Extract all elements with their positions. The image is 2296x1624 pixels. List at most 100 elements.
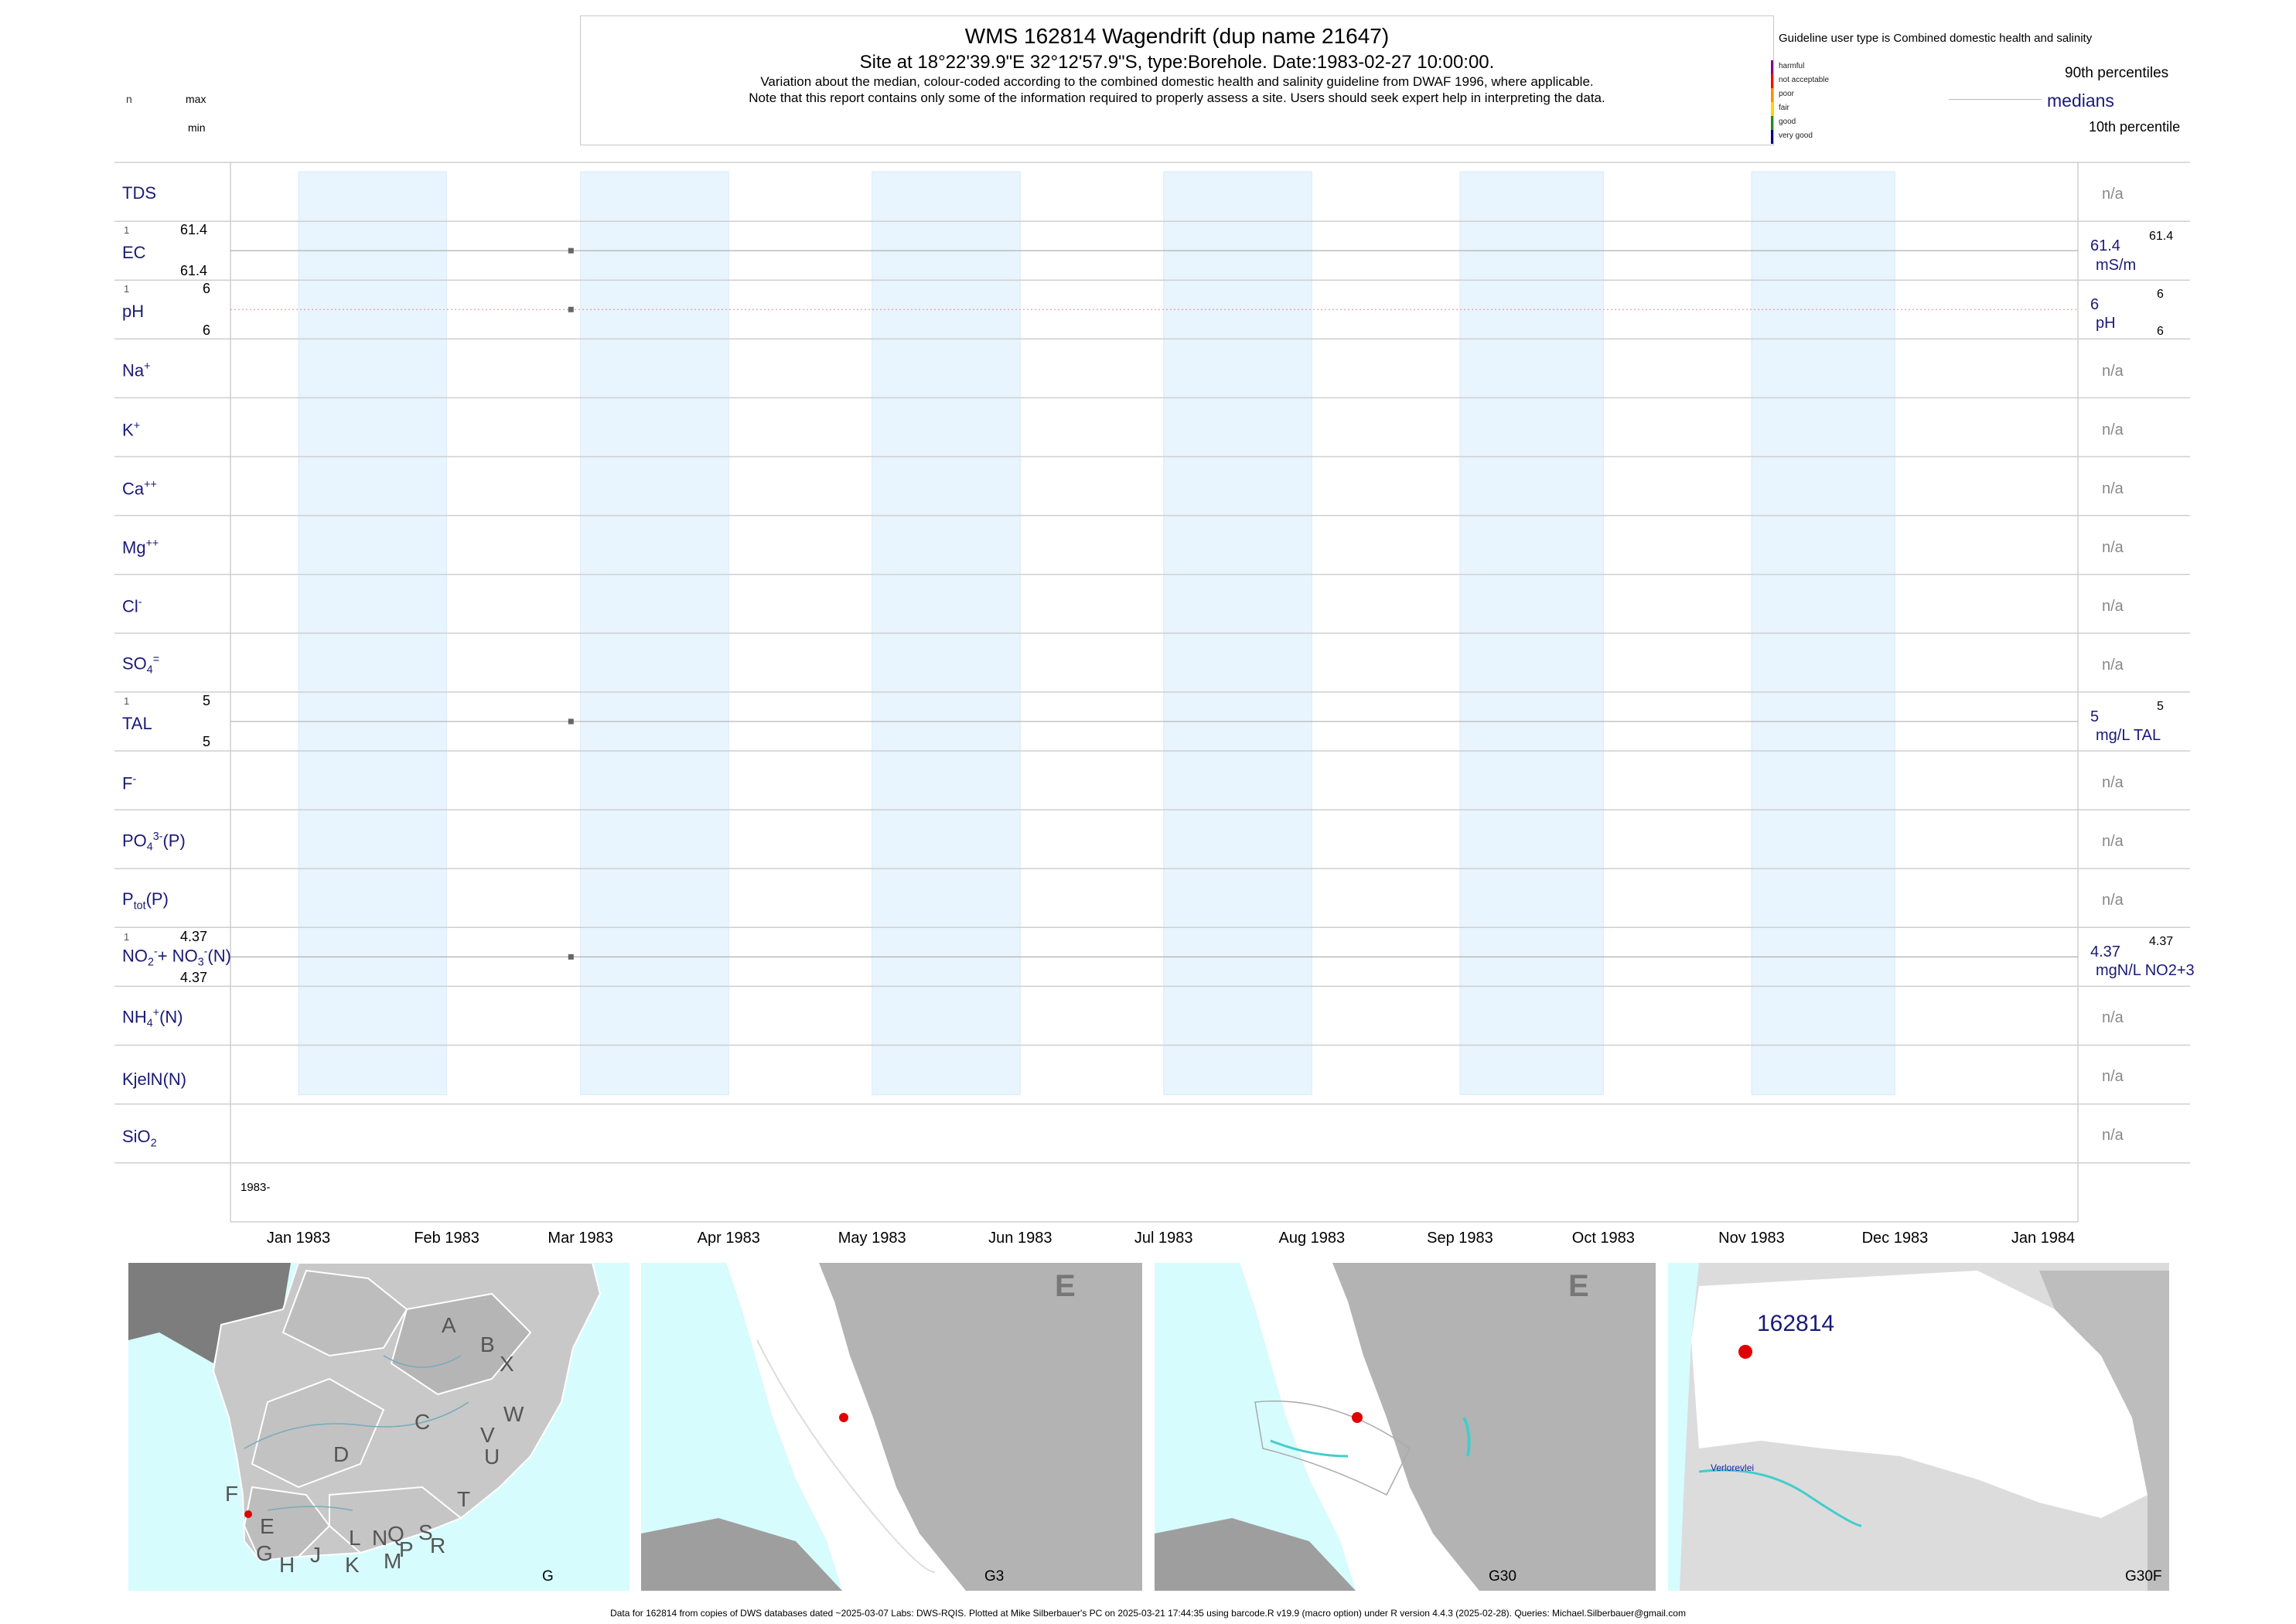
- label-f-text: F: [122, 773, 133, 793]
- ph-max: 6: [203, 281, 211, 296]
- map1-code: G: [542, 1568, 554, 1585]
- legend-color-bar: [1771, 102, 1773, 116]
- no23-unit: mgN/L NO2+3: [2096, 962, 2195, 979]
- month-tick-label: Apr 1983: [697, 1230, 760, 1247]
- label-tds: TDS: [122, 183, 156, 203]
- label-so4-text: SO: [122, 653, 147, 674]
- label-no23: NO2-+ NO3-(N): [122, 946, 231, 969]
- month-tick-label: Feb 1983: [414, 1230, 479, 1247]
- no23-min: 4.37: [180, 970, 208, 985]
- label-nh4-text: NH: [122, 1007, 147, 1027]
- region-letter: N: [372, 1526, 388, 1550]
- label-so4: SO4=: [122, 653, 160, 677]
- tal-median: 5: [2090, 708, 2100, 725]
- region-letter: Q: [387, 1522, 404, 1546]
- footer-text: Data for 162814 from copies of DWS datab…: [610, 1608, 1686, 1619]
- legend-class-label: poor: [1779, 90, 1795, 98]
- legend-color-bar: [1771, 116, 1773, 130]
- na-ca: n/a: [2102, 480, 2124, 497]
- month-tick-label: Jul 1983: [1134, 1230, 1193, 1247]
- legend-color-bar: [1771, 74, 1773, 88]
- map-catchment-g30-svg: [1155, 1263, 1479, 1591]
- label-cl-text: Cl: [122, 596, 138, 616]
- month-tick-label: Jun 1983: [988, 1230, 1052, 1247]
- label-po4: PO43-(P): [122, 831, 186, 854]
- ec-p90: 61.4: [2149, 230, 2174, 243]
- label-na: Na+: [122, 360, 151, 380]
- region-letter: F: [225, 1482, 239, 1506]
- region-letter: K: [345, 1553, 360, 1577]
- key-min: min: [188, 121, 206, 134]
- na-mg: n/a: [2102, 539, 2124, 556]
- tal-max: 5: [203, 693, 211, 708]
- legend-class-label: harmful: [1779, 62, 1805, 70]
- map-quaternary-g30f: 162814 Verlorevlei G30F: [1668, 1263, 2169, 1591]
- region-letter: P: [399, 1537, 414, 1561]
- map3-region-letter: E: [1568, 1269, 1589, 1303]
- label-f: F-: [122, 773, 137, 793]
- header-box: WMS 162814 Wagendrift (dup name 21647) S…: [580, 15, 1774, 145]
- region-letter: V: [480, 1423, 495, 1447]
- x-start-label: 1983-: [241, 1181, 271, 1194]
- tal-n: 1: [124, 695, 130, 707]
- label-mg: Mg++: [122, 537, 159, 558]
- map2-code: G3: [984, 1568, 1005, 1585]
- map-southern-africa-svg: [128, 1263, 602, 1562]
- legend-class-label: very good: [1779, 131, 1813, 140]
- legend-class-label: fair: [1779, 104, 1789, 112]
- sample-point-ph: [568, 306, 574, 312]
- ph-p10: 6: [2157, 325, 2164, 338]
- label-ec: EC: [122, 243, 146, 262]
- region-letter: C: [415, 1410, 431, 1434]
- region-letter: U: [484, 1445, 500, 1469]
- no23-max: 4.37: [180, 929, 208, 944]
- key-max: max: [186, 93, 206, 105]
- p10-label: 10th percentile: [2089, 119, 2181, 135]
- note-line-2: Note that this report contains only some…: [749, 90, 1605, 105]
- sample-point-no23: [568, 954, 574, 960]
- region-letter: T: [457, 1487, 471, 1511]
- label-ptot-text: P: [122, 889, 134, 909]
- label-ca: Ca++: [122, 479, 157, 499]
- tal-p90: 5: [2157, 700, 2164, 713]
- map-region-g3: E G3: [641, 1263, 1142, 1591]
- month-tick-label: Jan 1984: [2011, 1230, 2076, 1247]
- legend-color-bar: [1771, 130, 1773, 144]
- map-quaternary-g30f-svg: [1668, 1263, 2169, 1591]
- region-letter: X: [500, 1352, 514, 1376]
- month-tick-label: Nov 1983: [1718, 1230, 1785, 1247]
- label-ca-text: Ca: [122, 479, 145, 499]
- region-letter: A: [442, 1313, 456, 1337]
- na-na: n/a: [2102, 363, 2124, 380]
- label-kjel: KjelN(N): [122, 1070, 187, 1089]
- map2-region-letter: E: [1055, 1269, 1076, 1303]
- tal-min: 5: [203, 734, 211, 749]
- ec-n: 1: [124, 224, 130, 236]
- label-k: K+: [122, 420, 141, 440]
- na-tds: n/a: [2102, 186, 2124, 203]
- label-po4-text: PO: [122, 831, 147, 851]
- label-sio2: SiO2: [122, 1127, 157, 1150]
- month-tick-label: Jan 1983: [266, 1230, 331, 1247]
- no23-n: 1: [124, 931, 130, 943]
- map-region-g3-svg: [641, 1263, 966, 1591]
- label-tal: TAL: [122, 714, 152, 733]
- note-line-1: Variation about the median, colour-coded…: [760, 74, 1594, 89]
- region-letter: G: [256, 1541, 273, 1565]
- map4-code: G30F: [2125, 1568, 2162, 1585]
- label-na-text: Na: [122, 360, 145, 380]
- label-cl: Cl-: [122, 596, 142, 616]
- legend-color-bar: [1771, 60, 1773, 74]
- map4-river-label: Verlorevlei: [1711, 1462, 1755, 1473]
- label-no23-text: NO: [122, 946, 148, 966]
- na-f: n/a: [2102, 774, 2124, 791]
- page-title: WMS 162814 Wagendrift (dup name 21647): [964, 24, 1390, 48]
- region-letter: W: [503, 1402, 524, 1426]
- month-tick-label: Oct 1983: [1571, 1230, 1635, 1247]
- label-nh4: NH4+(N): [122, 1007, 183, 1030]
- label-mg-text: Mg: [122, 537, 146, 558]
- ph-unit: pH: [2096, 315, 2116, 332]
- month-tick-label: Sep 1983: [1427, 1230, 1493, 1247]
- tal-unit: mg/L TAL: [2096, 727, 2161, 744]
